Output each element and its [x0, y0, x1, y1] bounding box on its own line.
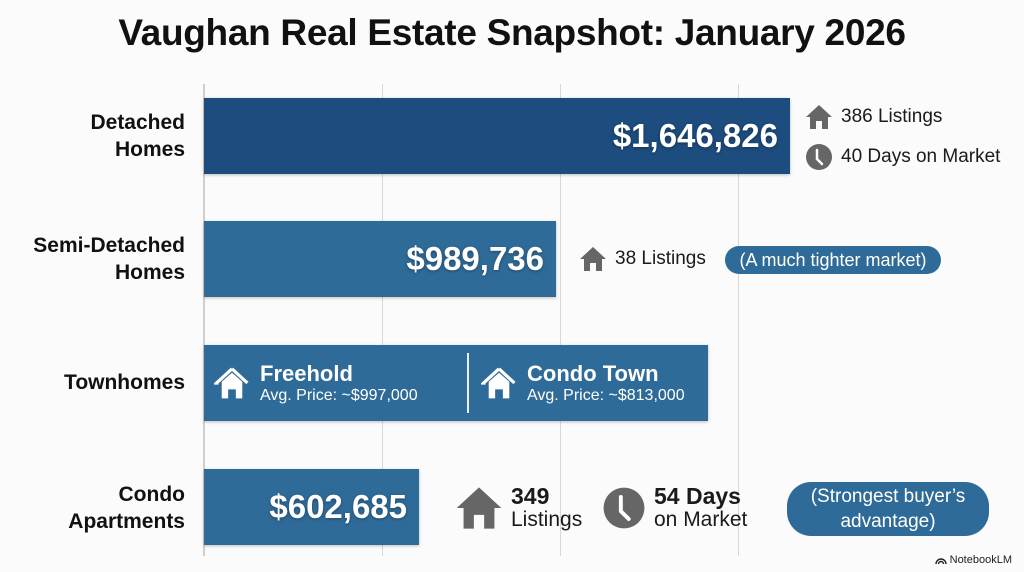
- value-label-detached: $1,646,826: [612, 117, 778, 154]
- gridline: [382, 84, 383, 556]
- segment-divider: [467, 353, 469, 413]
- house-icon: [214, 367, 249, 399]
- category-label-townhomes: Townhomes: [64, 371, 185, 394]
- condo-days: 54 Days on Market: [602, 484, 747, 532]
- y-axis-line: [203, 84, 205, 556]
- condo-note-badge: (Strongest buyer’s advantage): [787, 482, 989, 536]
- value-label-condo: $602,685: [269, 488, 407, 525]
- notebooklm-icon: [934, 558, 947, 565]
- category-label-condo: Condo Apartments: [68, 483, 185, 533]
- gridline: [560, 84, 561, 556]
- category-label-detached: Detached Homes: [90, 111, 185, 161]
- detached-listings: 386 Listings: [805, 104, 942, 130]
- category-label-semi-detached: Semi-Detached Homes: [33, 234, 185, 284]
- value-label-semi-detached: $989,736: [406, 240, 544, 277]
- page-title: Vaughan Real Estate Snapshot: January 20…: [118, 12, 906, 53]
- bar-condo-apartments: $602,685: [204, 469, 419, 545]
- bar-detached: $1,646,826: [204, 98, 790, 174]
- condo-town-segment: Condo Town Avg. Price: ~$813,000: [481, 345, 685, 421]
- freehold-segment: Freehold Avg. Price: ~$997,000: [214, 345, 418, 421]
- clock-icon: [806, 144, 832, 170]
- house-icon: [806, 105, 832, 129]
- house-icon: [481, 367, 516, 399]
- clock-icon: [603, 487, 645, 529]
- detached-days: 40 Days on Market: [805, 143, 1000, 171]
- semi-listings: 38 Listings: [579, 246, 706, 272]
- bar-semi-detached: $989,736: [204, 221, 556, 297]
- gridline: [738, 84, 739, 556]
- house-icon: [456, 487, 502, 529]
- bar-townhomes: Freehold Avg. Price: ~$997,000 Condo Town…: [204, 345, 708, 421]
- condo-listings: 349 Listings: [455, 484, 582, 532]
- house-icon: [580, 247, 606, 271]
- semi-note-badge: (A much tighter market): [725, 246, 941, 274]
- notebooklm-logo: NotebookLM: [934, 554, 1012, 566]
